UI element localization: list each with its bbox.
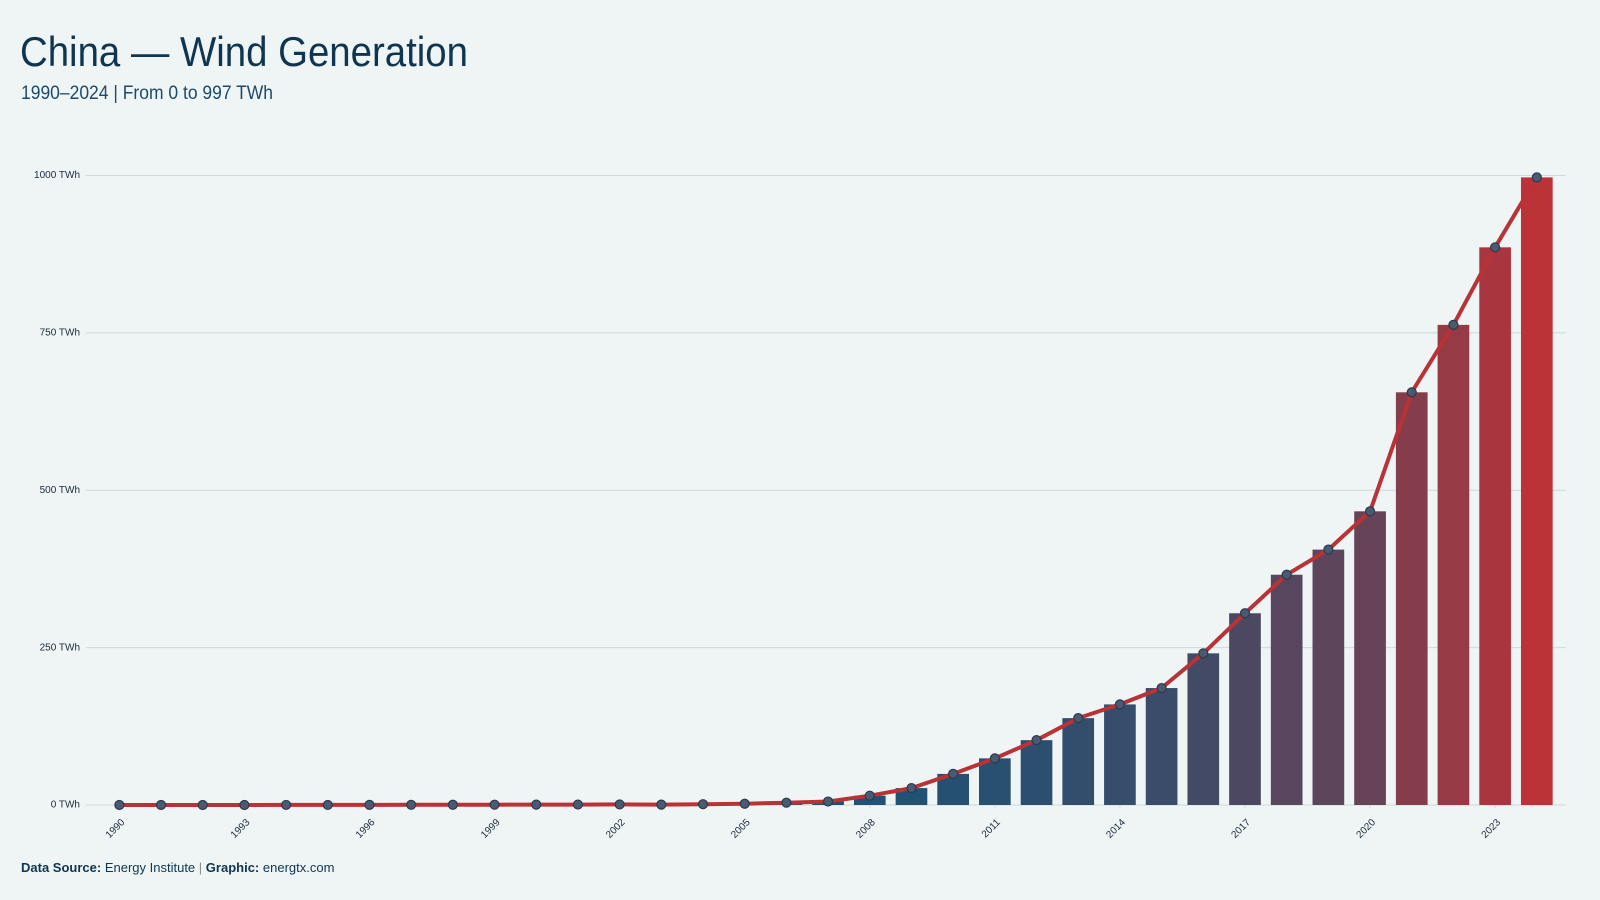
x-tick-label: 2017 (1229, 817, 1253, 841)
marker (281, 799, 292, 811)
bar (1354, 511, 1386, 805)
marker (656, 799, 667, 810)
marker (489, 799, 500, 810)
separator: | (198, 860, 203, 875)
marker (1406, 387, 1417, 398)
marker (1031, 735, 1042, 746)
marker (1490, 242, 1501, 253)
bar (979, 758, 1011, 805)
y-tick-label: 0 TWh (51, 800, 80, 811)
bar (1520, 177, 1553, 806)
marker (989, 753, 1000, 764)
marker (406, 799, 417, 810)
x-tick-label: 1996 (354, 817, 378, 841)
marker (155, 799, 167, 811)
marker (531, 799, 542, 810)
marker (1239, 608, 1251, 619)
bar (1229, 613, 1261, 805)
x-tick-label: 2014 (1104, 817, 1128, 841)
bar (1104, 704, 1136, 805)
marker (906, 782, 917, 794)
marker (697, 799, 709, 810)
marker (1364, 506, 1376, 517)
x-tick-label: 2008 (854, 817, 878, 841)
y-tick-label: 1000 TWh (34, 170, 80, 181)
y-tick-label: 750 TWh (40, 328, 80, 339)
bar (1312, 549, 1345, 805)
y-tick-label: 500 TWh (40, 485, 80, 496)
x-tick-label: 2002 (604, 817, 628, 841)
marker (447, 799, 458, 810)
source-line: Data Source: Energy Institute | Graphic:… (21, 860, 334, 875)
x-tick-label: 1993 (229, 817, 253, 841)
source-label: Data Source: (21, 860, 102, 875)
x-tick-label: 1999 (479, 817, 503, 841)
marker (1198, 648, 1209, 659)
marker (1531, 172, 1542, 183)
marker (1114, 699, 1126, 710)
x-tick-label: 2023 (1480, 817, 1504, 841)
marker (1448, 319, 1459, 330)
marker (822, 796, 834, 807)
bar (1270, 574, 1303, 805)
marker (322, 799, 333, 811)
marker (739, 798, 750, 809)
marker (781, 797, 792, 808)
marker (114, 799, 125, 811)
source-text: Energy Institute (104, 860, 196, 875)
graphic-label: Graphic: (205, 860, 260, 875)
bar (1145, 688, 1178, 805)
x-tick-label: 2005 (729, 817, 753, 841)
bar (1020, 740, 1053, 805)
bar (1479, 247, 1511, 806)
marker (572, 799, 584, 810)
chart-subtitle: 1990–2024 | From 0 to 997 TWh (21, 83, 273, 104)
marker (614, 799, 625, 810)
bar (1437, 324, 1470, 805)
y-tick-label: 250 TWh (40, 642, 80, 653)
marker (948, 768, 959, 780)
bar (1062, 718, 1095, 805)
marker (1073, 713, 1084, 724)
x-tick-label: 2011 (980, 817, 1003, 840)
bar (1187, 653, 1220, 805)
marker (1156, 682, 1167, 694)
marker (239, 799, 250, 811)
marker (364, 799, 375, 810)
marker (1323, 544, 1334, 555)
marker (1281, 569, 1292, 580)
bar (1395, 392, 1428, 805)
bar (895, 788, 928, 805)
chart-title: China — Wind Generation (20, 28, 468, 75)
graphic-text: energtx.com (262, 860, 335, 875)
marker (197, 799, 208, 811)
marker (864, 790, 875, 801)
x-tick-label: 2020 (1355, 817, 1379, 841)
x-tick-label: 1990 (104, 817, 128, 841)
